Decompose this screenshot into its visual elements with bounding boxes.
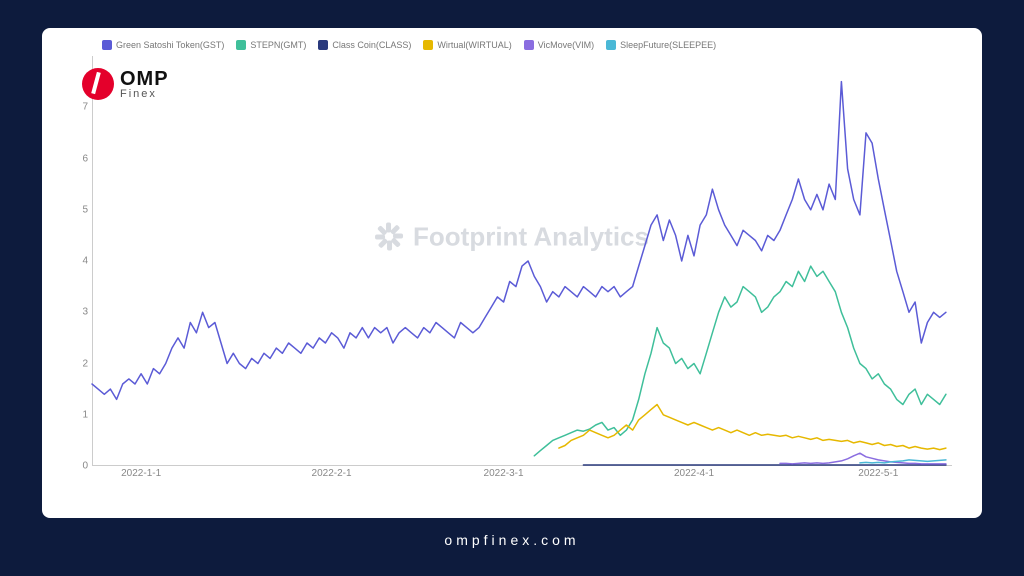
legend-item[interactable]: Class Coin(CLASS) <box>318 40 411 50</box>
legend-item[interactable]: VicMove(VIM) <box>524 40 594 50</box>
legend-item[interactable]: SleepFuture(SLEEPEE) <box>606 40 716 50</box>
legend-swatch <box>423 40 433 50</box>
legend-swatch <box>102 40 112 50</box>
legend-item[interactable]: Wirtual(WIRTUAL) <box>423 40 511 50</box>
y-tick-label: 1 <box>82 409 88 420</box>
chart-card: Green Satoshi Token(GST) STEPN(GMT) Class … <box>42 28 982 518</box>
y-tick-label: 0 <box>82 461 88 472</box>
series-line <box>92 82 946 400</box>
brand-logo: OMP Finex <box>82 68 169 100</box>
series-line <box>559 405 946 450</box>
legend-label: Green Satoshi Token(GST) <box>116 40 224 50</box>
legend-item[interactable]: STEPN(GMT) <box>236 40 306 50</box>
legend-label: Wirtual(WIRTUAL) <box>437 40 511 50</box>
y-tick-label: 5 <box>82 204 88 215</box>
legend-label: STEPN(GMT) <box>250 40 306 50</box>
x-tick-label: 2022-4-1 <box>674 468 714 479</box>
y-tick-label: 4 <box>82 256 88 267</box>
footer-domain: ompfinex.com <box>444 532 579 548</box>
x-tick-label: 2022-1-1 <box>121 468 161 479</box>
legend: Green Satoshi Token(GST) STEPN(GMT) Class … <box>62 38 962 56</box>
brand-mark-icon <box>82 68 114 100</box>
legend-swatch <box>524 40 534 50</box>
legend-swatch <box>236 40 246 50</box>
x-tick-label: 2022-3-1 <box>484 468 524 479</box>
legend-swatch <box>606 40 616 50</box>
y-tick-label: 2 <box>82 358 88 369</box>
legend-swatch <box>318 40 328 50</box>
x-tick-label: 2022-5-1 <box>858 468 898 479</box>
y-tick-label: 6 <box>82 153 88 164</box>
brand-name-top: OMP <box>120 69 169 89</box>
legend-label: VicMove(VIM) <box>538 40 594 50</box>
legend-label: SleepFuture(SLEEPEE) <box>620 40 716 50</box>
x-tick-label: 2022-2-1 <box>312 468 352 479</box>
chart-area: Footprint Analytics 01234567 2022-1-1202… <box>62 56 962 486</box>
y-tick-label: 3 <box>82 307 88 318</box>
y-tick-label: 7 <box>82 102 88 113</box>
legend-item[interactable]: Green Satoshi Token(GST) <box>102 40 224 50</box>
series-line <box>534 266 946 456</box>
y-axis-ticks: 01234567 <box>62 56 92 466</box>
x-axis-ticks: 2022-1-1 2022-2-1 2022-3-1 2022-4-1 2022-5-1 <box>92 468 952 484</box>
brand-name-bottom: Finex <box>120 89 169 100</box>
legend-label: Class Coin(CLASS) <box>332 40 411 50</box>
line-plot <box>62 56 962 486</box>
